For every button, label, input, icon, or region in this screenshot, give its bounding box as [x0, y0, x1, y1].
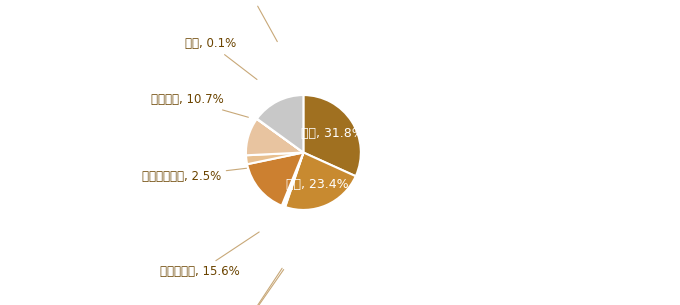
Text: 冷凍・冷蔵, 15.6%: 冷凍・冷蔵, 15.6%	[160, 232, 259, 278]
Text: その他,
15.0%: その他, 15.0%	[228, 0, 277, 41]
Text: 空調, 31.8%: 空調, 31.8%	[301, 127, 364, 140]
Text: 調理機器, 10.7%: 調理機器, 10.7%	[151, 93, 248, 117]
Text: パソコン, 0.5%: パソコン, 0.5%	[211, 270, 284, 305]
Wedge shape	[303, 95, 361, 176]
Wedge shape	[247, 152, 303, 206]
Wedge shape	[246, 119, 303, 155]
Text: 複合機, 0.5%: 複合機, 0.5%	[215, 268, 282, 305]
Text: 給湯, 0.1%: 給湯, 0.1%	[185, 37, 257, 80]
Wedge shape	[285, 152, 356, 210]
Wedge shape	[246, 152, 303, 164]
Wedge shape	[282, 152, 303, 206]
Wedge shape	[257, 119, 303, 152]
Wedge shape	[257, 95, 303, 152]
Text: 照明, 23.4%: 照明, 23.4%	[286, 178, 348, 191]
Wedge shape	[284, 152, 303, 207]
Text: ショーケース, 2.5%: ショーケース, 2.5%	[141, 168, 246, 183]
